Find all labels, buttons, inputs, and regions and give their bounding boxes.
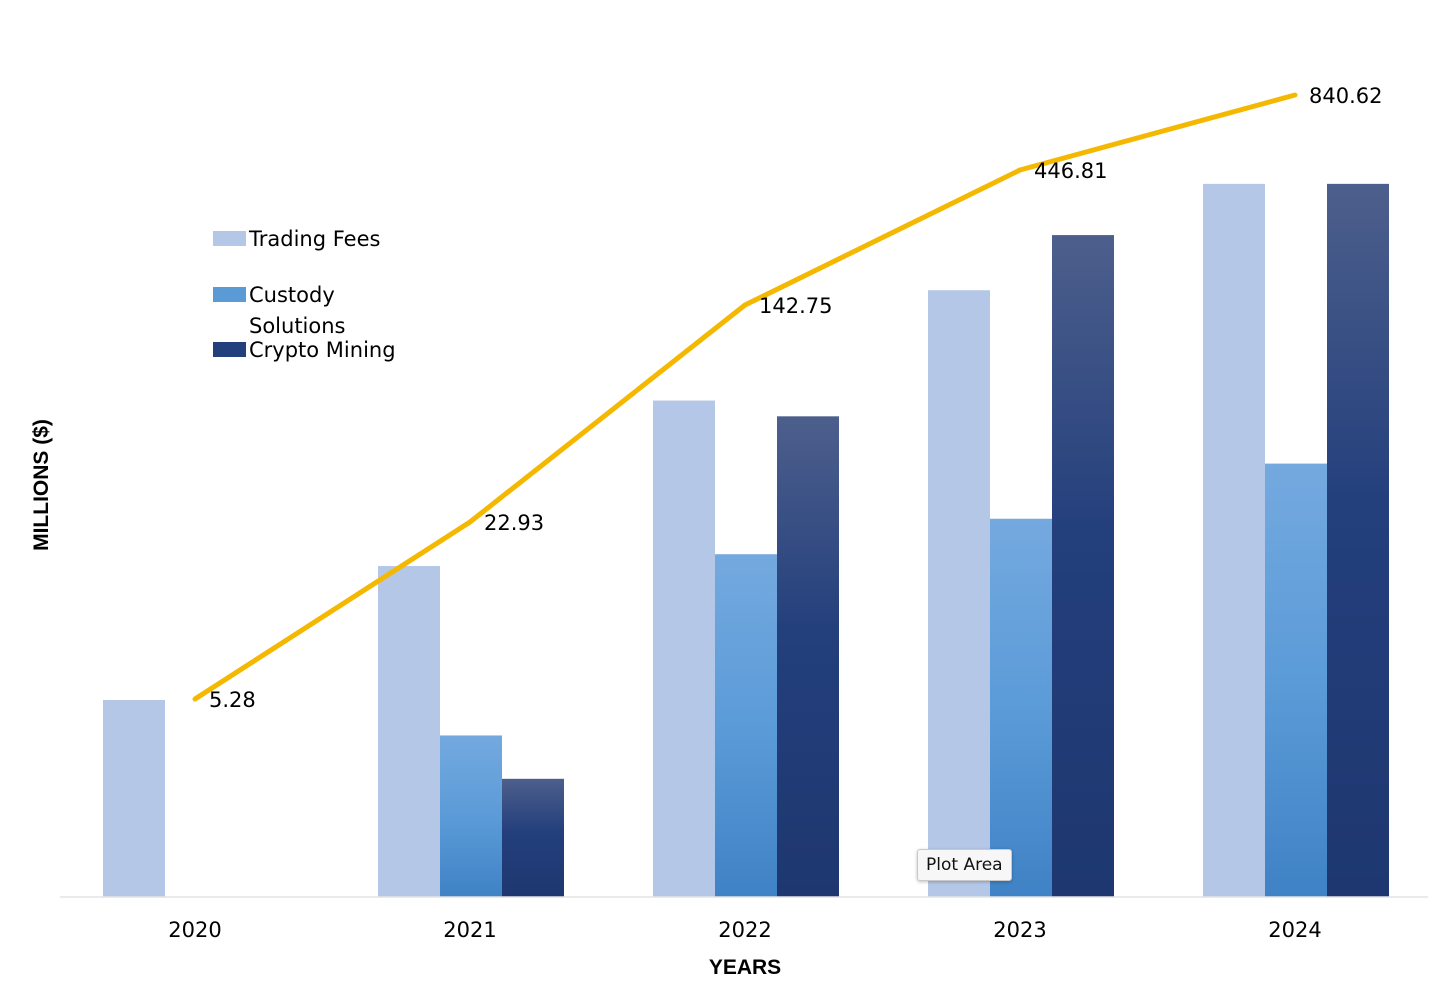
trend-data-labels: 5.28 22.93 142.75 446.81 840.62 bbox=[209, 84, 1382, 712]
legend-swatch-crypto-mining bbox=[213, 342, 246, 357]
trend-label-2022: 142.75 bbox=[759, 294, 832, 318]
bar-custody-solutions-2024 bbox=[1265, 463, 1327, 897]
legend: Trading Fees Custody Solutions Crypto Mi… bbox=[213, 227, 396, 362]
legend-label-crypto-mining: Crypto Mining bbox=[249, 338, 396, 362]
x-tick-labels: 2020 2021 2022 2023 2024 bbox=[168, 918, 1321, 942]
x-tick-label-2024: 2024 bbox=[1268, 918, 1321, 942]
bar-crypto-mining-2022 bbox=[777, 416, 839, 897]
x-tick-label-2022: 2022 bbox=[718, 918, 771, 942]
bar-trading-fees-2020 bbox=[103, 700, 165, 897]
legend-swatch-custody-solutions bbox=[213, 287, 246, 302]
bar-crypto-mining-2023 bbox=[1052, 235, 1114, 897]
trend-label-2020: 5.28 bbox=[209, 688, 256, 712]
bars-group bbox=[103, 183, 1389, 898]
x-tick-label-2020: 2020 bbox=[168, 918, 221, 942]
legend-swatch-trading-fees bbox=[213, 231, 246, 246]
x-tick-label-2023: 2023 bbox=[993, 918, 1046, 942]
bar-trading-fees-2021 bbox=[378, 566, 440, 897]
trend-label-2024: 840.62 bbox=[1309, 84, 1382, 108]
bar-trading-fees-2024 bbox=[1203, 183, 1265, 898]
plot-area-tooltip: Plot Area bbox=[917, 849, 1012, 881]
y-axis-title: MILLIONS ($) bbox=[30, 419, 53, 551]
x-tick-label-2021: 2021 bbox=[443, 918, 496, 942]
bar-crypto-mining-2024 bbox=[1327, 183, 1389, 898]
total-trend-line bbox=[192, 92, 1298, 702]
legend-label-trading-fees: Trading Fees bbox=[248, 227, 380, 251]
bar-custody-solutions-2023 bbox=[990, 518, 1052, 897]
bar-trading-fees-2023 bbox=[928, 290, 990, 897]
legend-label-solutions: Solutions bbox=[249, 314, 346, 338]
trend-label-2023: 446.81 bbox=[1034, 159, 1107, 183]
legend-label-custody: Custody bbox=[249, 283, 335, 307]
bar-custody-solutions-2022 bbox=[715, 554, 777, 897]
bar-trading-fees-2022 bbox=[653, 400, 715, 897]
x-axis-title: YEARS bbox=[709, 956, 781, 979]
bar-crypto-mining-2021 bbox=[502, 778, 564, 897]
trend-label-2021: 22.93 bbox=[484, 511, 544, 535]
bar-custody-solutions-2021 bbox=[440, 735, 502, 897]
